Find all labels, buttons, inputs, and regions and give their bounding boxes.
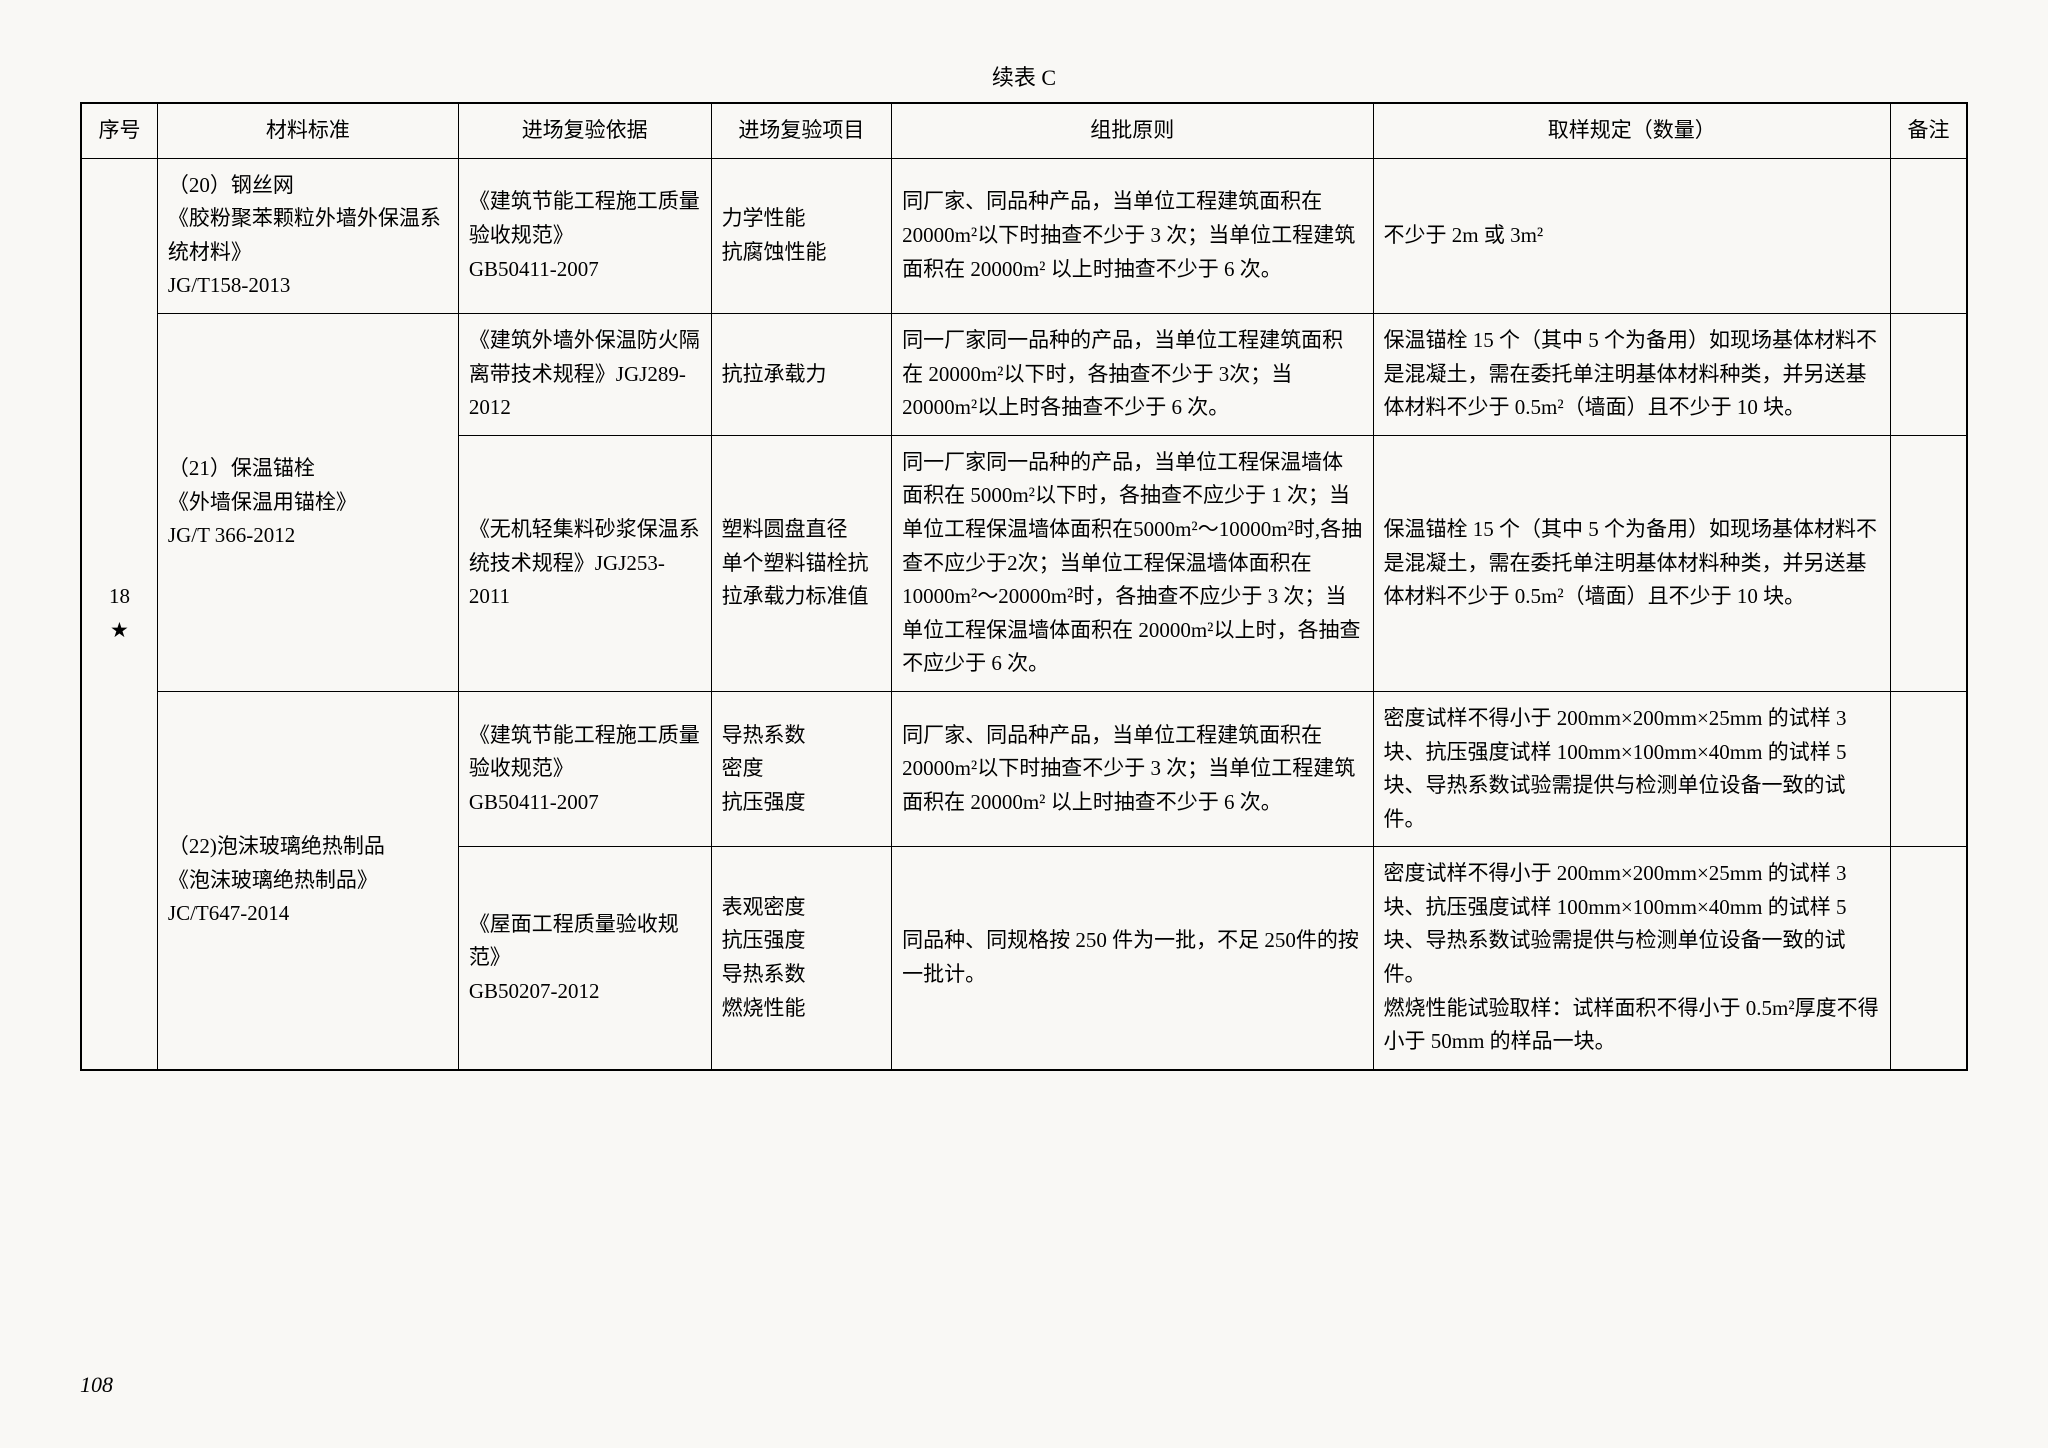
- cell-sample: 密度试样不得小于 200mm×200mm×25mm 的试样 3 块、抗压强度试样…: [1373, 691, 1891, 846]
- cell-note: [1891, 435, 1967, 691]
- cell-standard: （21）保温锚栓《外墙保温用锚栓》JG/T 366-2012: [157, 313, 458, 691]
- cell-item: 抗拉承载力: [711, 313, 892, 435]
- cell-note: [1891, 691, 1967, 846]
- cell-standard: （20）钢丝网《胶粉聚苯颗粒外墙外保温系统材料》JG/T158-2013: [157, 158, 458, 313]
- cell-seq: 18★: [81, 158, 157, 1070]
- cell-group: 同厂家、同品种产品，当单位工程建筑面积在 20000m²以下时抽查不少于 3 次…: [892, 691, 1373, 846]
- table-caption: 续表 C: [80, 60, 1968, 92]
- col-header-standard: 材料标准: [157, 103, 458, 158]
- cell-sample: 不少于 2m 或 3m²: [1373, 158, 1891, 313]
- cell-item: 表观密度抗压强度导热系数燃烧性能: [711, 847, 892, 1070]
- table-row: （21）保温锚栓《外墙保温用锚栓》JG/T 366-2012 《建筑外墙外保温防…: [81, 313, 1967, 435]
- col-header-group: 组批原则: [892, 103, 1373, 158]
- col-header-sample: 取样规定（数量）: [1373, 103, 1891, 158]
- cell-sample: 密度试样不得小于 200mm×200mm×25mm 的试样 3 块、抗压强度试样…: [1373, 847, 1891, 1070]
- table-row: （22)泡沫玻璃绝热制品《泡沫玻璃绝热制品》JC/T647-2014 《建筑节能…: [81, 691, 1967, 846]
- cell-basis: 《建筑节能工程施工质量验收规范》GB50411-2007: [458, 691, 711, 846]
- col-header-basis: 进场复验依据: [458, 103, 711, 158]
- cell-note: [1891, 158, 1967, 313]
- cell-basis: 《建筑节能工程施工质量验收规范》GB50411-2007: [458, 158, 711, 313]
- cell-group: 同一厂家同一品种的产品，当单位工程建筑面积在 20000m²以下时，各抽查不少于…: [892, 313, 1373, 435]
- cell-item: 力学性能抗腐蚀性能: [711, 158, 892, 313]
- cell-basis: 《无机轻集料砂浆保温系统技术规程》JGJ253-2011: [458, 435, 711, 691]
- cell-group: 同一厂家同一品种的产品，当单位工程保温墙体面积在 5000m²以下时，各抽查不应…: [892, 435, 1373, 691]
- cell-standard: （22)泡沫玻璃绝热制品《泡沫玻璃绝热制品》JC/T647-2014: [157, 691, 458, 1069]
- cell-group: 同品种、同规格按 250 件为一批，不足 250件的按一批计。: [892, 847, 1373, 1070]
- cell-basis: 《建筑外墙外保温防火隔离带技术规程》JGJ289-2012: [458, 313, 711, 435]
- cell-group: 同厂家、同品种产品，当单位工程建筑面积在 20000m²以下时抽查不少于 3 次…: [892, 158, 1373, 313]
- cell-sample: 保温锚栓 15 个（其中 5 个为备用）如现场基体材料不是混凝土，需在委托单注明…: [1373, 313, 1891, 435]
- col-header-item: 进场复验项目: [711, 103, 892, 158]
- page-number: 108: [80, 1372, 113, 1398]
- data-table: 序号 材料标准 进场复验依据 进场复验项目 组批原则 取样规定（数量） 备注 1…: [80, 102, 1968, 1071]
- cell-sample: 保温锚栓 15 个（其中 5 个为备用）如现场基体材料不是混凝土，需在委托单注明…: [1373, 435, 1891, 691]
- col-header-seq: 序号: [81, 103, 157, 158]
- cell-basis: 《屋面工程质量验收规范》GB50207-2012: [458, 847, 711, 1070]
- cell-note: [1891, 313, 1967, 435]
- col-header-note: 备注: [1891, 103, 1967, 158]
- table-row: 18★ （20）钢丝网《胶粉聚苯颗粒外墙外保温系统材料》JG/T158-2013…: [81, 158, 1967, 313]
- cell-note: [1891, 847, 1967, 1070]
- header-row: 序号 材料标准 进场复验依据 进场复验项目 组批原则 取样规定（数量） 备注: [81, 103, 1967, 158]
- cell-item: 塑料圆盘直径单个塑料锚栓抗拉承载力标准值: [711, 435, 892, 691]
- cell-item: 导热系数密度抗压强度: [711, 691, 892, 846]
